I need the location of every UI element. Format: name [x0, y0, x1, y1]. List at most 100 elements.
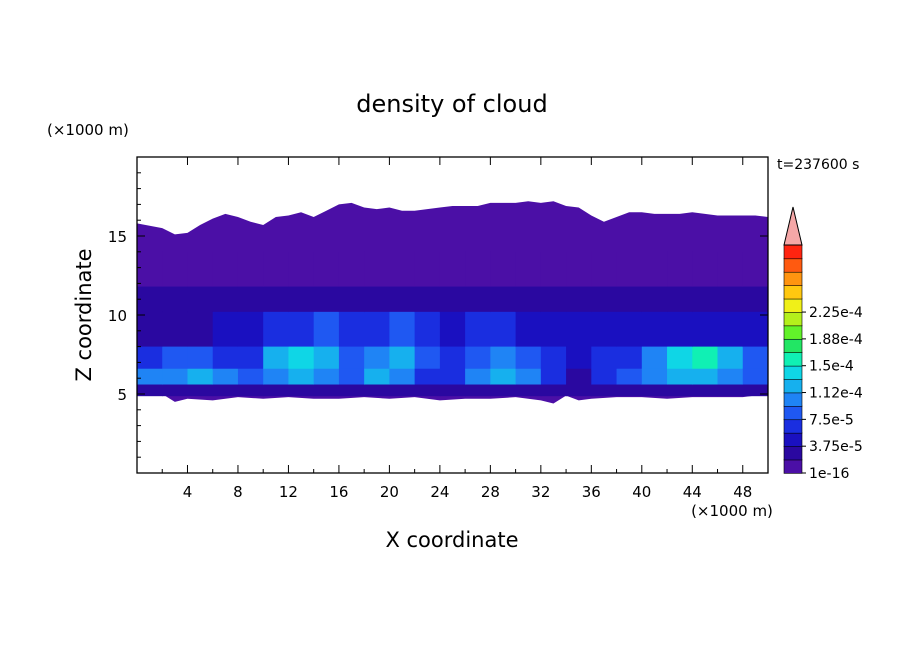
y-unit-label: (×1000 m): [47, 121, 129, 139]
heatmap-cell: [212, 368, 239, 386]
heatmap-cell: [263, 311, 290, 348]
heatmap-cell: [490, 368, 517, 386]
colorbar-band: [783, 459, 803, 474]
heatmap-cell: [237, 368, 264, 386]
heatmap-cell: [212, 251, 239, 288]
colorbar-band: [783, 325, 803, 340]
heatmap-cell: [641, 251, 668, 288]
heatmap-cell: [742, 384, 768, 397]
heatmap-cell: [313, 251, 340, 288]
colorbar-band: [783, 338, 803, 353]
x-axis-label: X coordinate: [385, 528, 518, 552]
heatmap-cell: [692, 384, 719, 397]
heatmap-cell: [717, 286, 744, 313]
y-axis-label: Z coordinate: [72, 248, 96, 381]
heatmap-cell: [414, 311, 441, 348]
x-tick-label: 12: [279, 483, 298, 501]
heatmap-cell: [515, 311, 542, 348]
heatmap-cell: [414, 346, 441, 370]
heatmap-cell: [263, 346, 290, 370]
heatmap-cell: [641, 311, 668, 348]
heatmap-cell: [515, 251, 542, 288]
heatmap-cell: [288, 311, 315, 348]
colorbar-band: [783, 405, 803, 421]
heatmap-cell: [692, 346, 719, 370]
heatmap-cell: [540, 368, 567, 386]
heatmap-cell: [414, 251, 441, 288]
heatmap-cell: [237, 286, 264, 313]
heatmap-cell: [439, 384, 466, 397]
heatmap-cell: [313, 384, 340, 397]
heatmap-cell: [364, 251, 390, 288]
colorbar-ticks: 1e-16 3.75e-5 7.5e-5 1.12e-4 1.5e-4 1.88e-4 2.…: [802, 305, 863, 482]
heatmap-cell: [263, 368, 290, 386]
colorbar-band: [783, 432, 803, 447]
heatmap-cell: [187, 368, 214, 386]
heatmap-cell: [566, 311, 592, 348]
heatmap-cell: [212, 311, 239, 348]
heatmap-cell: [641, 286, 668, 313]
heatmap-cell: [540, 311, 567, 348]
x-tick-label: 40: [632, 483, 651, 501]
heatmap-cell: [717, 251, 744, 288]
heatmap-cell: [338, 368, 365, 386]
heatmap-cell: [137, 384, 163, 397]
heatmap-cell: [566, 251, 592, 288]
colorbar: 1e-16 3.75e-5 7.5e-5 1.12e-4 1.5e-4 1.88e-4 2.…: [783, 206, 863, 482]
heatmap-cell: [717, 346, 744, 370]
x-tick-label: 16: [329, 483, 348, 501]
colorbar-band: [783, 419, 803, 434]
heatmap-cell: [364, 368, 390, 386]
heatmap-cell: [162, 368, 189, 386]
heatmap-cell: [137, 346, 163, 370]
colorbar-tick-label: 3.75e-5: [809, 439, 863, 455]
heatmap-cell: [616, 251, 643, 288]
heatmap-cell: [692, 251, 719, 288]
heatmap-cell: [717, 311, 744, 348]
x-tick-label: 32: [531, 483, 550, 501]
heatmap-cell: [288, 251, 315, 288]
colorbar-band: [783, 445, 803, 461]
heatmap-cell: [616, 346, 643, 370]
colorbar-tick-label: 1.12e-4: [809, 386, 863, 402]
colorbar-tick-label: 1e-16: [809, 466, 849, 482]
colorbar-band: [783, 365, 803, 380]
heatmap-cell: [667, 311, 693, 348]
x-axis: 4 8 12 16 20 24 28 32 36 40 44 48: [161, 157, 752, 501]
colorbar-tick-label: 1.5e-4: [809, 359, 854, 375]
heatmap-cell: [389, 311, 416, 348]
heatmap-cell: [263, 251, 290, 288]
x-tick-label: 28: [481, 483, 500, 501]
colorbar-band: [783, 392, 803, 407]
colorbar-band: [783, 284, 803, 300]
heatmap-cell: [313, 346, 340, 370]
heatmap-cell: [465, 346, 491, 370]
heatmap-cell: [288, 368, 315, 386]
heatmap-cell: [490, 384, 517, 397]
y-axis: 5 10 15: [108, 172, 768, 458]
heatmap-cell: [389, 384, 416, 397]
heatmap-cell: [137, 286, 163, 313]
heatmap-cell: [641, 368, 668, 386]
y-tick-label: 5: [117, 386, 127, 404]
colorbar-band: [783, 378, 803, 394]
heatmap-cell: [212, 346, 239, 370]
x-tick-label: 4: [183, 483, 193, 501]
heatmap-cell: [439, 311, 466, 348]
heatmap-cell: [742, 286, 768, 313]
heatmap-cell: [212, 384, 239, 397]
heatmap-cell: [313, 368, 340, 386]
heatmap-cell: [465, 286, 491, 313]
heatmap-cell: [439, 251, 466, 288]
heatmap-cell: [742, 251, 768, 288]
heatmap-cell: [237, 251, 264, 288]
heatmap-cell: [313, 311, 340, 348]
heatmap-cell: [540, 346, 567, 370]
heatmap-cell: [364, 286, 390, 313]
heatmap-cell: [414, 368, 441, 386]
x-tick-label: 44: [683, 483, 702, 501]
heatmap-cell: [414, 286, 441, 313]
heatmap-cell: [187, 311, 214, 348]
heatmap-cell: [389, 286, 416, 313]
colorbar-over-arrow: [783, 206, 803, 246]
